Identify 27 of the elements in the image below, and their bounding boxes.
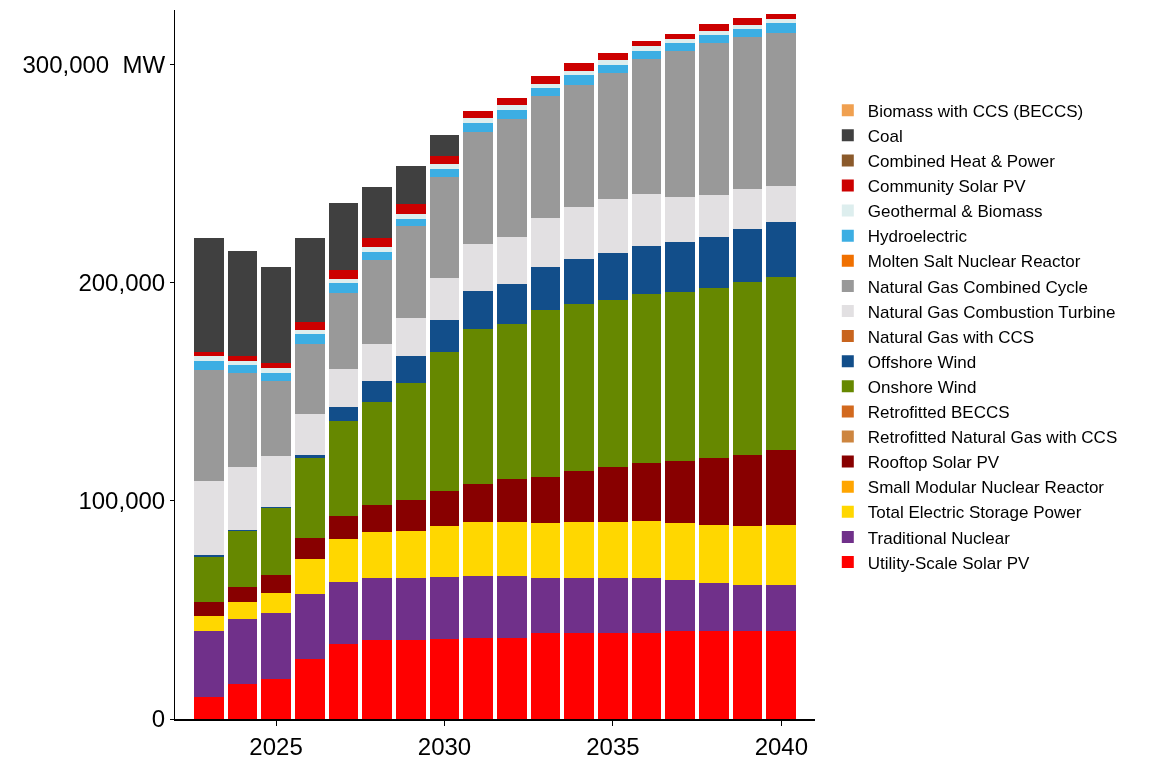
legend-label: Geothermal & Biomass bbox=[867, 202, 1043, 222]
x-tick-label: 2035 bbox=[586, 732, 640, 760]
legend-label: Utility-Scale Solar PV bbox=[867, 553, 1031, 573]
legend-label: Natural Gas Combined Cycle bbox=[867, 277, 1088, 297]
legend-label: Biomass with CCS (BECCS) bbox=[867, 101, 1084, 121]
x-tick-label: 2025 bbox=[249, 732, 303, 760]
legend-label: Onshore Wind bbox=[867, 377, 977, 397]
legend-label: Coal bbox=[867, 126, 903, 146]
y-tick-label: 0 bbox=[151, 705, 166, 733]
legend-label: Natural Gas with CCS bbox=[867, 327, 1035, 347]
y-tick-label: 100,000 bbox=[78, 487, 166, 515]
legend-label: Natural Gas Combustion Turbine bbox=[867, 302, 1116, 322]
legend-label: Retrofitted BECCS bbox=[867, 403, 1010, 423]
legend-label: Offshore Wind bbox=[867, 352, 977, 372]
legend-label: Total Electric Storage Power bbox=[867, 503, 1082, 523]
legend-label: Traditional Nuclear bbox=[867, 528, 1011, 548]
x-tick-label: 2030 bbox=[417, 732, 472, 760]
legend-label: Community Solar PV bbox=[867, 177, 1027, 197]
legend-label: Rooftop Solar PV bbox=[867, 453, 1000, 473]
y-tick-label: 300,000 MW bbox=[22, 50, 166, 78]
legend-label: Small Modular Nuclear Reactor bbox=[867, 478, 1105, 498]
legend-label: Retrofitted Natural Gas with CCS bbox=[867, 428, 1118, 448]
legend-label: Hydroelectric bbox=[867, 227, 968, 247]
x-tick-label: 2040 bbox=[754, 732, 809, 760]
y-tick-label: 200,000 bbox=[78, 269, 166, 297]
legend-label: Combined Heat & Power bbox=[867, 152, 1056, 172]
legend-label: Molten Salt Nuclear Reactor bbox=[867, 252, 1081, 272]
